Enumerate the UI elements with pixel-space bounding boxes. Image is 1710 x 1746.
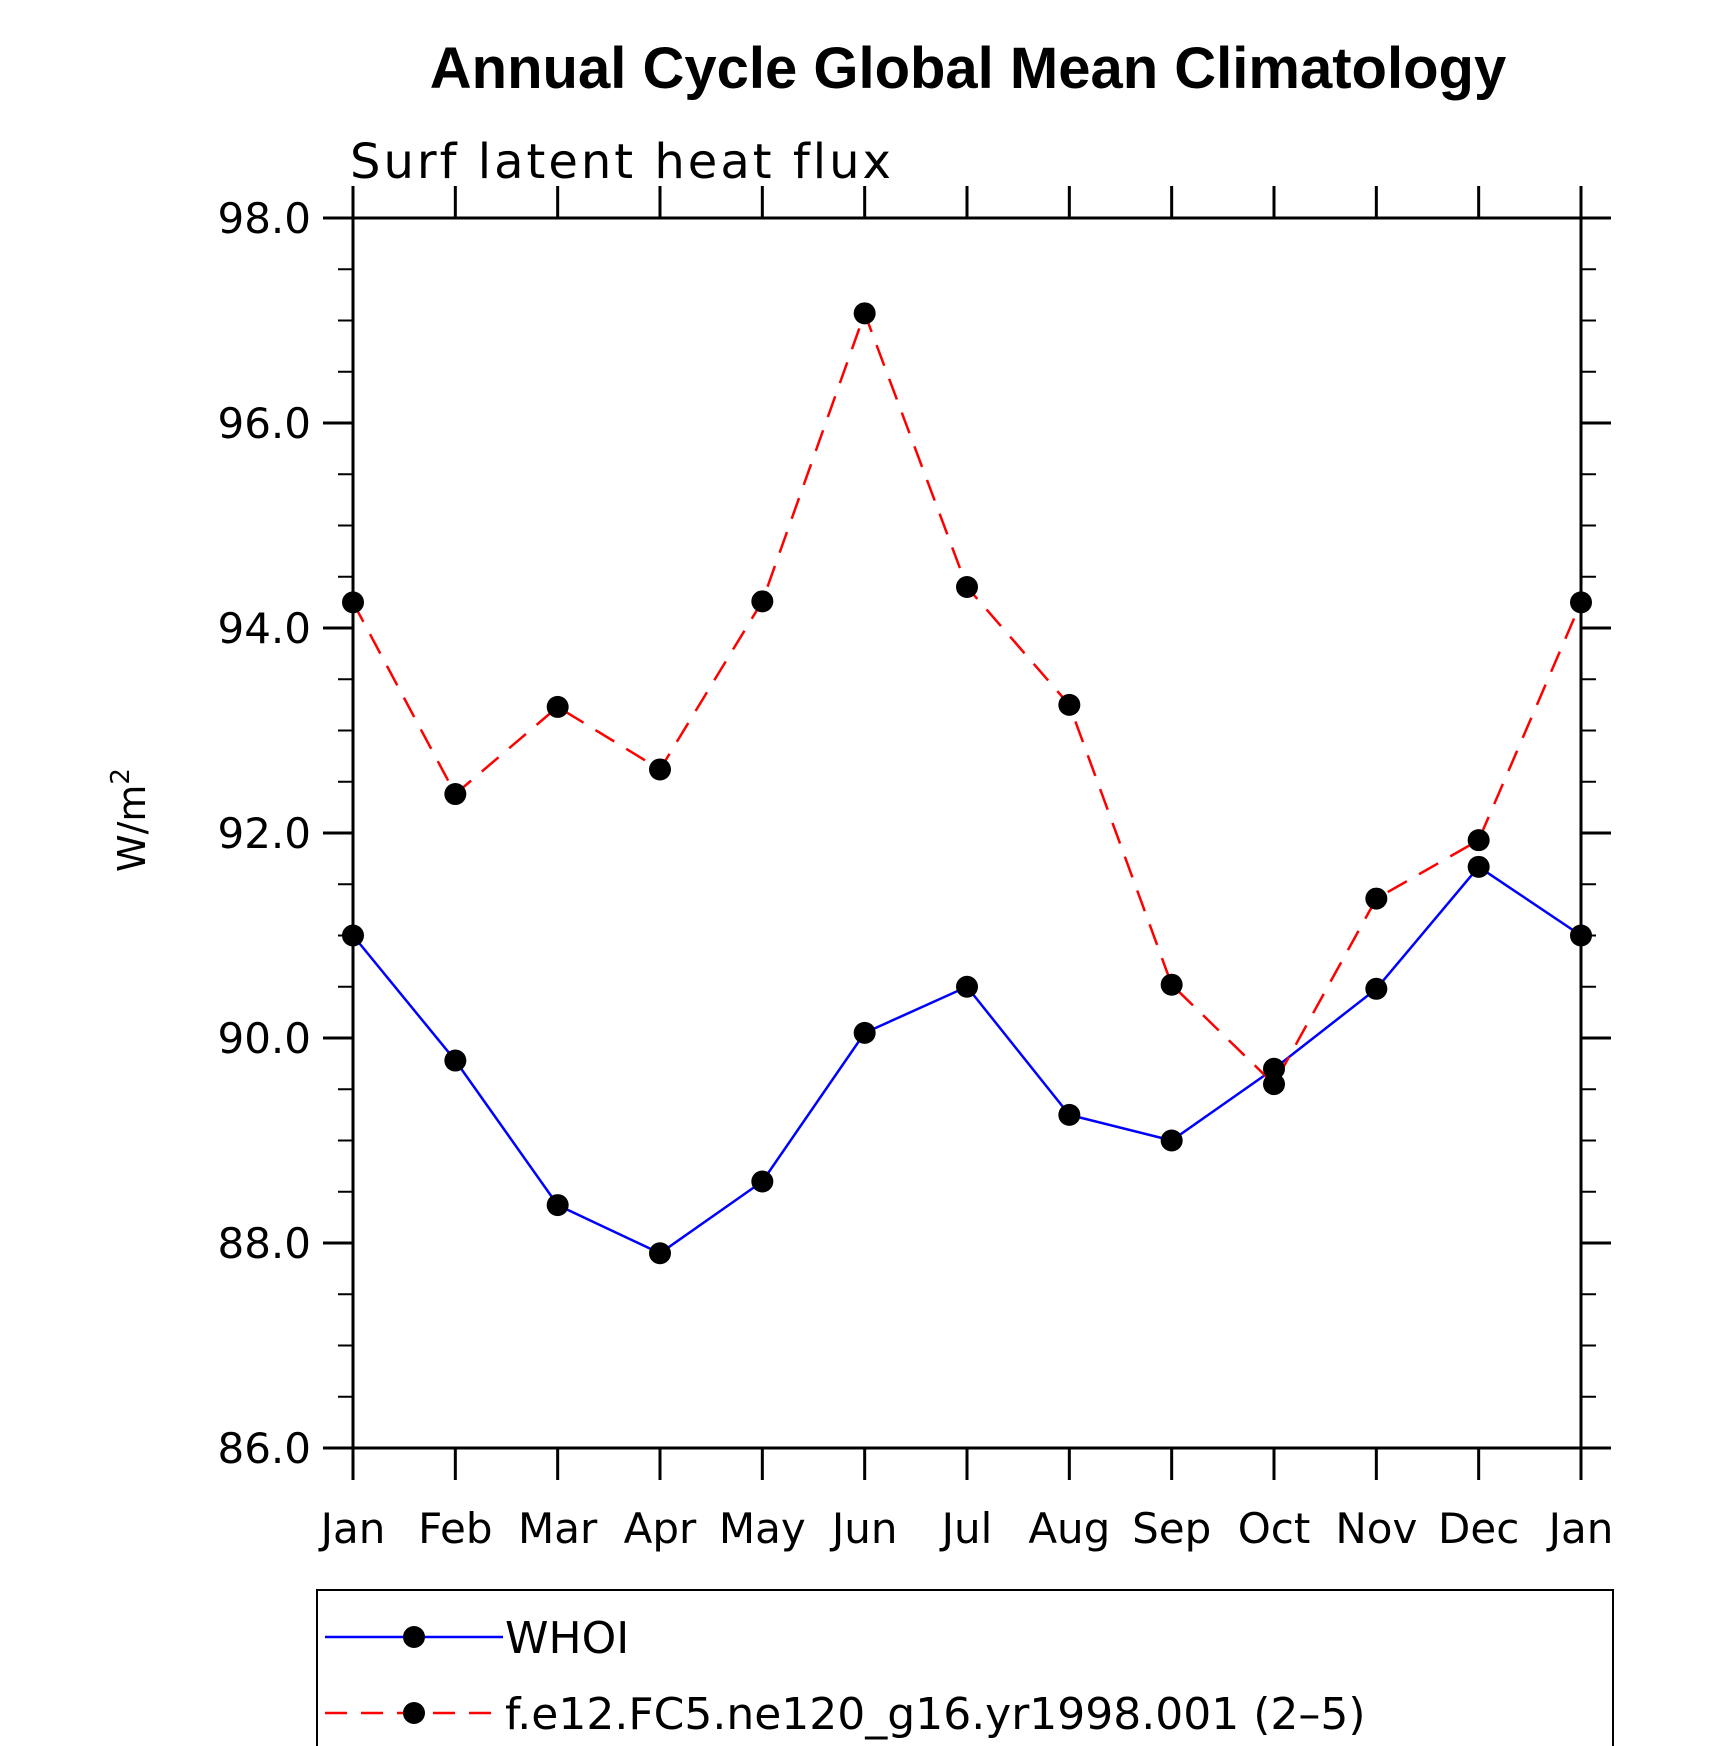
y-tick-label: 86.0 — [217, 1424, 311, 1473]
x-tick-label: Nov — [1335, 1504, 1417, 1553]
series-1-point — [1058, 693, 1081, 716]
series-1-point — [1365, 887, 1388, 910]
y-tick-label: 90.0 — [217, 1014, 311, 1063]
x-tick-label: Jun — [829, 1504, 898, 1553]
series-1-point — [1263, 1073, 1285, 1096]
series-0-point — [751, 1170, 774, 1193]
chart-title: Annual Cycle Global Mean Climatology — [430, 36, 1506, 101]
series-1-point — [1467, 829, 1490, 852]
y-tick-label: 92.0 — [217, 809, 311, 858]
series-line-0 — [352, 865, 1582, 1255]
series-0-point — [853, 1021, 876, 1044]
x-tick-labels: Jan Feb Mar Apr May Jun Jul Aug Sep Oct Nov Dec Jan — [318, 1504, 1614, 1553]
legend-marker-model — [403, 1702, 425, 1724]
x-tick-label: Aug — [1028, 1504, 1110, 1553]
x-tick-label: Feb — [418, 1504, 492, 1553]
y-tick-labels: 86.0 88.0 90.0 92.0 94.0 96.0 98.0 — [217, 194, 311, 1473]
y-tick-label: 96.0 — [217, 399, 311, 448]
svg-text:W/m2: W/m2 — [106, 768, 154, 872]
series-0-point — [546, 1194, 569, 1217]
y-axis-label: W/m2 — [106, 768, 154, 872]
chart-subtitle: Surf latent heat flux — [350, 134, 894, 190]
x-tick-label: May — [719, 1504, 806, 1553]
series-1-point — [444, 783, 467, 806]
series-line-1 — [351, 309, 1583, 1087]
series-1-point — [853, 302, 876, 325]
legend-marker-whoi — [403, 1626, 425, 1648]
series-0-point — [1467, 855, 1490, 878]
x-tick-label: Apr — [624, 1504, 697, 1553]
x-tick-label: Jan — [1546, 1504, 1614, 1553]
plot-frame — [351, 216, 1583, 1450]
series-1-point — [546, 695, 569, 718]
legend-label-model: f.e12.FC5.ne120_g16.yr1998.001 (2–5) — [505, 1689, 1366, 1740]
series-1-point — [1160, 973, 1183, 996]
y-tick-label: 98.0 — [217, 194, 311, 243]
series-1-point — [956, 576, 978, 598]
y-axis-label-superscript: 2 — [106, 768, 136, 785]
x-tick-label: Jan — [318, 1504, 386, 1553]
x-tick-label: Jul — [939, 1504, 993, 1553]
legend-label-whoi: WHOI — [505, 1613, 629, 1664]
series-0-point — [342, 924, 364, 947]
series-0-point — [1570, 924, 1592, 947]
series-0-point — [444, 1049, 467, 1072]
y-tick-label: 88.0 — [217, 1219, 311, 1268]
axis-ticks — [323, 186, 1611, 1480]
series-0-point — [1365, 977, 1388, 1000]
legend-box — [316, 1589, 1614, 1746]
series-1-point — [751, 590, 774, 613]
series-0-point — [1058, 1103, 1081, 1126]
series-1-point — [649, 758, 671, 781]
series-layer — [342, 302, 1592, 1265]
x-tick-label: Dec — [1438, 1504, 1519, 1553]
x-tick-label: Mar — [518, 1504, 598, 1553]
series-0-point — [1263, 1057, 1285, 1080]
series-0-point — [1160, 1129, 1183, 1152]
series-1-point — [1570, 591, 1592, 614]
series-0-point — [649, 1242, 671, 1265]
legend: WHOI f.e12.FC5.ne120_g16.yr1998.001 (2–5… — [316, 1589, 1614, 1746]
x-tick-label: Oct — [1238, 1504, 1311, 1553]
x-tick-label: Sep — [1132, 1504, 1211, 1553]
series-1-point — [342, 591, 364, 614]
y-tick-label: 94.0 — [217, 604, 311, 653]
y-axis-label-text: W/m — [110, 785, 154, 872]
series-0-point — [956, 975, 978, 998]
